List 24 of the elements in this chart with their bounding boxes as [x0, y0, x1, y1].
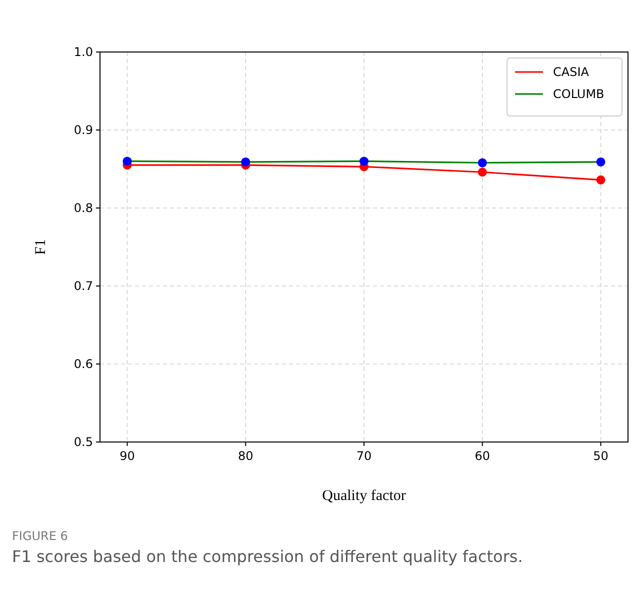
point [478, 168, 487, 177]
x-tick-label: 70 [356, 449, 372, 463]
x-tick-label: 50 [593, 449, 608, 463]
x-axis-title: Quality factor [322, 488, 406, 504]
legend-label: CASIA [553, 65, 590, 79]
y-tick-label: 0.9 [74, 123, 93, 137]
x-tick-label: 80 [238, 449, 254, 463]
y-tick-label: 0.8 [74, 201, 93, 215]
y-tick-label: 0.5 [74, 435, 93, 449]
y-tick-label: 1.0 [74, 45, 93, 59]
legend-label: COLUMB [553, 87, 604, 101]
y-tick-label: 0.6 [74, 357, 93, 371]
y-tick-label: 0.7 [74, 279, 93, 293]
point [122, 156, 132, 166]
x-tick-label: 90 [120, 449, 135, 463]
text: F1 scores based on the compression of different quality factors. [12, 547, 523, 566]
caption: FIGURE 6 [12, 529, 68, 543]
point [241, 157, 250, 166]
point [596, 175, 606, 184]
point [360, 156, 368, 166]
point [478, 158, 487, 168]
x-tick-label: 60 [474, 449, 490, 463]
point [596, 157, 606, 166]
y-axis-title: F1 [33, 239, 49, 255]
